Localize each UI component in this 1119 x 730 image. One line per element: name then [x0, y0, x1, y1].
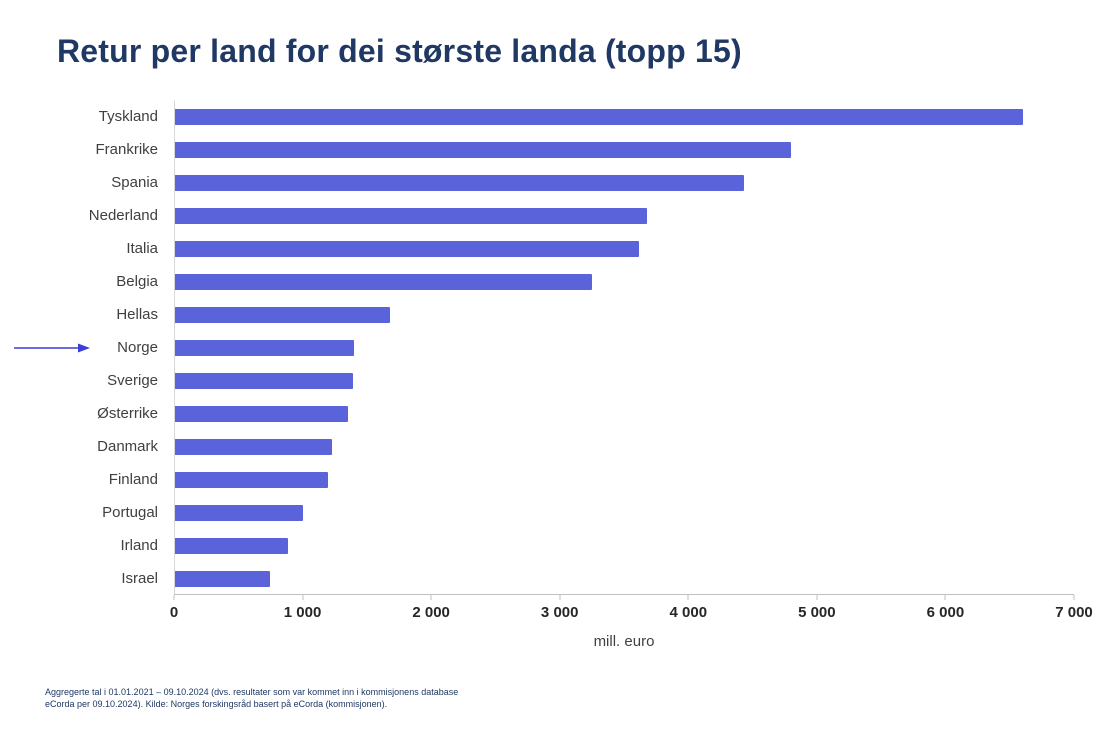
- highlight-arrow-icon: [14, 343, 90, 352]
- category-label: Italia: [126, 240, 158, 257]
- x-axis-line: [174, 594, 1074, 595]
- bar-italia: [174, 240, 640, 257]
- x-tick-label: 1 000: [283, 604, 322, 621]
- category-label: Nederland: [88, 207, 158, 224]
- category-label: Israel: [121, 570, 158, 587]
- bar-portugal: [174, 504, 303, 521]
- bar-row: Hellas: [12, 298, 1074, 331]
- bar-hellas: [174, 306, 390, 323]
- x-tick-mark: [1073, 595, 1075, 600]
- bar-row: Portugal: [12, 496, 1074, 529]
- x-tick-mark: [173, 595, 175, 600]
- bar-nederland: [174, 207, 648, 224]
- bar-chart: Tyskland Frankrike Spania Nederland Italia Be…: [12, 100, 1093, 650]
- source-footnote: Aggregerte tal i 01.01.2021 – 09.10.2024…: [45, 686, 458, 710]
- bar-area: [174, 463, 1074, 496]
- bar-area: [174, 331, 1074, 364]
- bar-row: Spania: [12, 166, 1074, 199]
- x-tick-label: 3 000: [540, 604, 579, 621]
- x-tick-mark: [302, 595, 304, 600]
- bar-belgia: [174, 273, 592, 290]
- category-label: Hellas: [116, 306, 158, 323]
- category-label: Norge: [12, 340, 174, 355]
- bar-area: [174, 364, 1074, 397]
- bar-area: [174, 430, 1074, 463]
- category-label: Tyskland: [98, 108, 158, 125]
- bar-row: Irland: [12, 529, 1074, 562]
- bar-row: Norge: [12, 331, 1074, 364]
- bar-row: Tyskland: [12, 100, 1074, 133]
- bar-row: Danmark: [12, 430, 1074, 463]
- x-tick-label: 7 000: [1055, 604, 1093, 621]
- category-label: Belgia: [116, 273, 158, 290]
- bar-rows: Tyskland Frankrike Spania Nederland Italia Be…: [12, 100, 1074, 595]
- bar-tyskland: [174, 108, 1023, 125]
- bar-row: Østerrike: [12, 397, 1074, 430]
- bar-row: Israel: [12, 562, 1074, 595]
- bar-area: [174, 397, 1074, 430]
- chart-title: Retur per land for dei største landa (to…: [57, 33, 742, 70]
- bar-area: [174, 166, 1074, 199]
- bar-row: Sverige: [12, 364, 1074, 397]
- x-tick-label: 4 000: [669, 604, 708, 621]
- category-label: Finland: [108, 471, 158, 488]
- x-tick-mark: [816, 595, 818, 600]
- x-tick-label: 0: [169, 604, 179, 621]
- x-tick-label: 6 000: [926, 604, 965, 621]
- bar-area: [174, 298, 1074, 331]
- bar-row: Finland: [12, 463, 1074, 496]
- bar-spania: [174, 174, 744, 191]
- bar-area: [174, 562, 1074, 595]
- bar-area: [174, 529, 1074, 562]
- bar-area: [174, 199, 1074, 232]
- x-tick-mark: [430, 595, 432, 600]
- bar-area: [174, 496, 1074, 529]
- bar-area: [174, 133, 1074, 166]
- bar-area: [174, 265, 1074, 298]
- x-axis: 0 1 000 2 000 3 000 4 000 5 000 6 000 7 000: [170, 595, 1093, 625]
- bar-israel: [174, 570, 271, 587]
- bar-frankrike: [174, 141, 792, 158]
- bar-danmark: [174, 438, 333, 455]
- bar-norge: [174, 339, 354, 356]
- footnote-line-2: eCorda per 09.10.2024). Kilde: Norges fo…: [45, 699, 388, 710]
- x-tick-label: 2 000: [412, 604, 450, 621]
- x-tick-mark: [559, 595, 561, 600]
- x-tick-mark: [687, 595, 689, 600]
- footnote-line-1: Aggregerte tal i 01.01.2021 – 09.10.2024…: [45, 687, 459, 697]
- category-label: Spania: [111, 174, 158, 191]
- category-label: Østerrike: [97, 405, 158, 422]
- bar-row: Italia: [12, 232, 1074, 265]
- bar-irland: [174, 537, 289, 554]
- y-axis-line: [174, 100, 175, 595]
- bar-sverige: [174, 372, 353, 389]
- bar-row: Nederland: [12, 199, 1074, 232]
- category-label: Portugal: [102, 504, 158, 521]
- x-axis-title: mill. euro: [593, 633, 655, 650]
- category-label: Frankrike: [95, 141, 158, 158]
- category-label: Danmark: [97, 438, 158, 455]
- x-tick-label: 5 000: [798, 604, 836, 621]
- bar-area: [174, 232, 1074, 265]
- bar-row: Belgia: [12, 265, 1074, 298]
- category-label: Irland: [120, 537, 158, 554]
- bar-row: Frankrike: [12, 133, 1074, 166]
- bar-finland: [174, 471, 329, 488]
- x-tick-mark: [944, 595, 946, 600]
- bar-area: [174, 100, 1074, 133]
- category-label: Sverige: [107, 372, 158, 389]
- bar-østerrike: [174, 405, 348, 422]
